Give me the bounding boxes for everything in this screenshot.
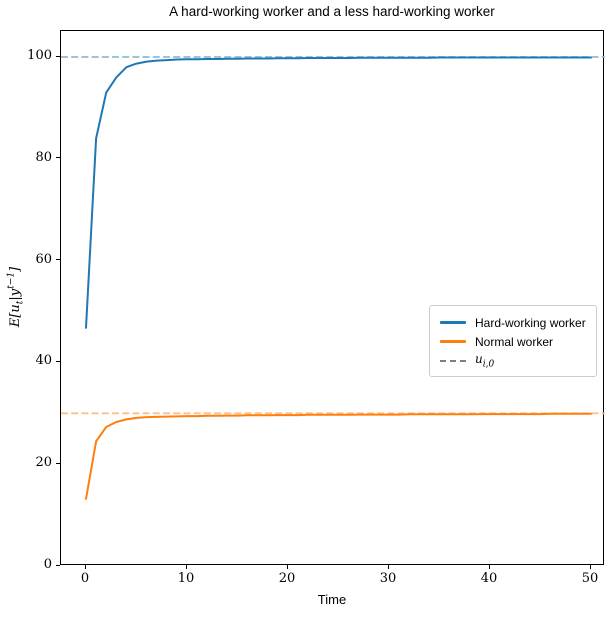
- legend-item-u-i0: ui,0: [440, 351, 586, 370]
- x-axis-label: Time: [317, 592, 347, 607]
- y-tick-label-40: 40: [35, 353, 52, 369]
- y-tick-label-100: 100: [27, 48, 52, 63]
- y-tick-0: [56, 564, 60, 566]
- ylabel-part: |y: [7, 288, 23, 301]
- legend-item-normal-worker: Normal worker: [440, 332, 586, 351]
- y-tick-label-20: 20: [35, 455, 52, 471]
- y-tick-40: [56, 360, 60, 362]
- x-tick-30: [387, 565, 389, 569]
- ylabel-superscript: t−1: [6, 271, 17, 289]
- x-tick-10: [185, 565, 187, 569]
- ylabel-subscript: t: [15, 300, 26, 305]
- y-tick-label-80: 80: [35, 149, 52, 165]
- y-tick-80: [56, 157, 60, 159]
- x-tick-label-10: 10: [177, 571, 195, 586]
- y-axis-label: E[ut|yt−1]: [7, 267, 26, 327]
- x-tick-20: [286, 565, 288, 569]
- legend-label-math: ui,0: [475, 352, 494, 369]
- legend-line-orange-icon: [440, 340, 466, 343]
- legend-label: Hard-working worker: [475, 315, 586, 330]
- u-subscript: i,0: [482, 359, 495, 370]
- y-tick-20: [56, 462, 60, 464]
- legend-line-blue-icon: [440, 321, 466, 324]
- legend-line-dashed-gray-icon: [440, 359, 466, 362]
- chart-title: A hard-working worker and a less hard-wo…: [169, 4, 495, 19]
- x-tick-50: [589, 565, 591, 569]
- x-tick-label-30: 30: [379, 571, 397, 586]
- plot-area: Hard-working worker Normal worker ui,0: [60, 30, 605, 565]
- y-tick-60: [56, 259, 60, 261]
- x-tick-40: [488, 565, 490, 569]
- series-line-hard-working-worker: [85, 56, 592, 329]
- legend-label: Normal worker: [475, 334, 554, 349]
- y-tick-label-60: 60: [35, 251, 52, 267]
- ylabel-part: ]: [7, 266, 23, 272]
- x-tick-label-40: 40: [480, 571, 498, 586]
- series-line-normal-worker: [85, 412, 592, 500]
- u-symbol: u: [475, 351, 483, 366]
- legend: Hard-working worker Normal worker ui,0: [429, 305, 597, 377]
- x-tick-label-0: 0: [80, 571, 90, 586]
- ylabel-part: E[u: [7, 304, 23, 328]
- y-tick-100: [56, 55, 60, 57]
- x-tick-label-50: 50: [581, 571, 599, 586]
- x-tick-label-20: 20: [278, 571, 296, 586]
- chart-canvas: [61, 56, 605, 500]
- x-tick-0: [84, 565, 86, 569]
- y-tick-label-0: 0: [43, 557, 52, 572]
- legend-item-hard-working-worker: Hard-working worker: [440, 313, 586, 332]
